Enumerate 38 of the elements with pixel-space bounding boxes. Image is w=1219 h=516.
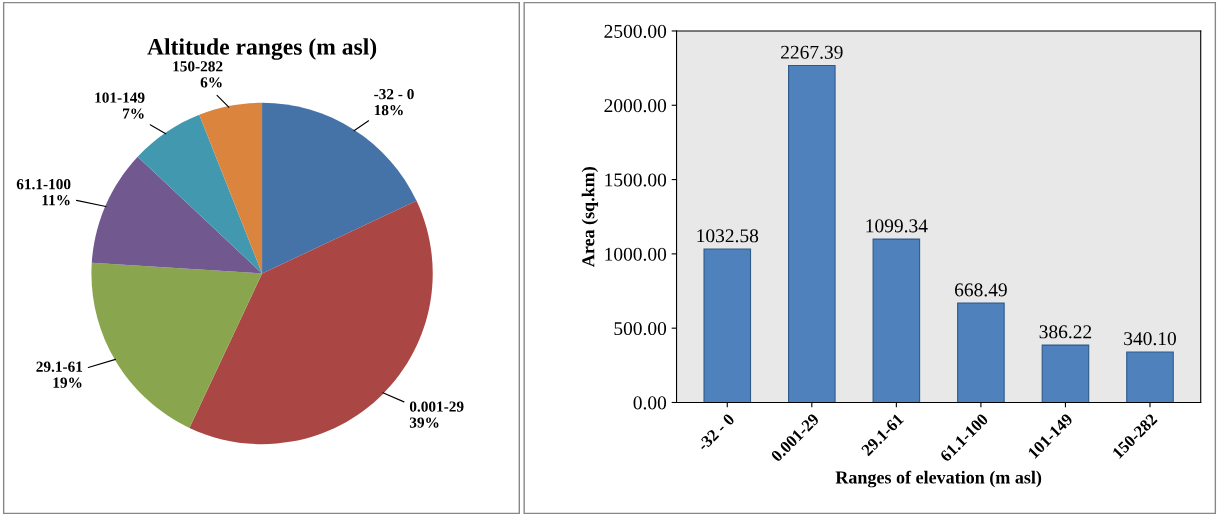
data-label: 11% bbox=[42, 195, 70, 206]
data-label: 7% bbox=[123, 108, 144, 119]
data-label: 668.49 bbox=[955, 283, 1007, 297]
data-label: 340.10 bbox=[1124, 332, 1176, 346]
slice-label: -32 - 0 bbox=[374, 88, 414, 100]
y-tick-label: 2500.00 bbox=[604, 24, 667, 38]
pie-slice bbox=[91, 156, 263, 274]
bar bbox=[1126, 351, 1174, 403]
chart-title: Altitude ranges (m asl) bbox=[147, 38, 377, 60]
bar bbox=[1041, 344, 1090, 403]
bar bbox=[872, 238, 921, 403]
slice-label: 101-149 bbox=[95, 92, 145, 103]
data-label: 1032.58 bbox=[697, 229, 759, 243]
pie-slice bbox=[262, 102, 417, 274]
data-label: 6% bbox=[200, 77, 222, 88]
y-tick-label: 1000.00 bbox=[605, 247, 667, 261]
bar bbox=[788, 64, 836, 403]
data-label: 18% bbox=[374, 104, 403, 116]
data-label: 386.22 bbox=[1039, 325, 1092, 339]
data-label: 1099.34 bbox=[866, 219, 928, 233]
bar bbox=[703, 248, 752, 403]
x-tick-label: -32 - 0 bbox=[696, 412, 736, 452]
y-axis-title: Area (sq.km) bbox=[581, 167, 599, 268]
y-tick-label: 1500.00 bbox=[605, 173, 667, 187]
y-tick-label: 0.00 bbox=[633, 396, 667, 410]
data-label: 19% bbox=[53, 377, 82, 388]
data-label: 2267.39 bbox=[781, 45, 843, 59]
data-label: 39% bbox=[409, 417, 439, 428]
slice-label: 150-282 bbox=[173, 61, 223, 72]
y-tick-label: 2000.00 bbox=[604, 99, 667, 113]
slice-label: 61.1-100 bbox=[16, 179, 71, 190]
pie-slice bbox=[199, 102, 263, 274]
y-tick-label: 500.00 bbox=[614, 321, 667, 336]
slice-label: 29.1-61 bbox=[36, 361, 83, 372]
bar bbox=[957, 302, 1005, 403]
slice-label: 0.001-29 bbox=[409, 401, 464, 412]
x-axis-title: Ranges of elevation (m asl) bbox=[835, 470, 1042, 488]
pie-slice bbox=[91, 262, 263, 428]
